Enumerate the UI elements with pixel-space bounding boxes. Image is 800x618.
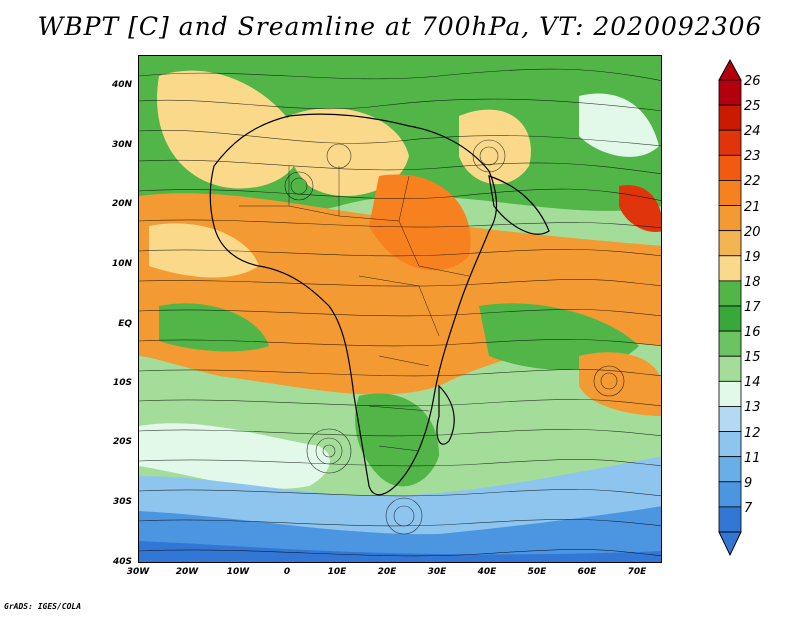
colorbar-label: 20 [744, 224, 761, 240]
colorbar-label: 9 [744, 475, 753, 491]
lat-label-30n: 30N [111, 140, 132, 150]
colorbar-cell [718, 180, 742, 206]
colorbar-label: 26 [744, 74, 761, 89]
lon-label-40e: 40E [477, 567, 497, 577]
colorbar-cell [718, 506, 742, 533]
colorbar-cell [718, 230, 742, 257]
lon-label-10e: 10E [327, 567, 347, 577]
sahara-tan-region [285, 108, 409, 196]
colorbar-cell [718, 280, 742, 307]
lat-label-40n: 40N [111, 80, 132, 90]
lon-label-20w: 20W [175, 567, 199, 577]
lon-label-30w: 30W [126, 567, 150, 577]
map-panel [138, 55, 662, 563]
colorbar-cell [718, 456, 742, 483]
colorbar-top-arrow [718, 58, 742, 81]
colorbar-label: 23 [744, 149, 761, 165]
grads-credit: GrADS: IGES/COLA [4, 602, 82, 611]
colorbar-label: 25 [744, 99, 761, 115]
colorbar-label: 11 [744, 450, 761, 466]
lon-label-30e: 30E [427, 567, 447, 577]
colorbar-cell [718, 205, 742, 232]
colorbar-label: 24 [744, 124, 761, 140]
southern-ocean-deep-blue [139, 541, 661, 562]
lon-label-10w: 10W [226, 567, 250, 577]
lat-label-20s: 20S [112, 437, 132, 447]
southern-africa-green-region [355, 393, 439, 487]
colorbar-label: 14 [744, 375, 761, 391]
colorbar-bottom-arrow [718, 531, 742, 557]
colorbar-cell [718, 406, 742, 432]
atlantic-tan-patch [149, 223, 259, 278]
colorbar-cell [718, 431, 742, 458]
colorbar-label: 21 [744, 199, 761, 215]
colorbar-cells [718, 79, 742, 533]
wbpt-field-map [139, 56, 661, 562]
colorbar-cell [718, 129, 742, 156]
lon-label-20e: 20E [377, 567, 397, 577]
colorbar-cell [718, 154, 742, 181]
colorbar-cell [718, 255, 742, 282]
colorbar-cell [718, 330, 742, 357]
arabian-sea-hot-spot [619, 185, 661, 232]
north-atlantic-tan-region [157, 70, 301, 189]
colorbar-cell [718, 79, 742, 106]
colorbar-cell [718, 481, 742, 508]
streamlines [139, 68, 661, 557]
coastlines [209, 113, 550, 496]
lat-label-20n: 20N [111, 199, 132, 209]
central-asia-pale-region [579, 93, 659, 157]
lon-label-50e: 50E [527, 567, 547, 577]
colorbar-cell [718, 380, 742, 407]
colorbar-label: 19 [744, 249, 761, 265]
lat-label-10s: 10S [112, 378, 132, 388]
lon-label-70e: 70E [627, 567, 647, 577]
colorbar-cell [718, 355, 742, 382]
colorbar-label: 7 [744, 500, 753, 516]
colorbar-label: 17 [744, 300, 761, 315]
lat-label-eq: EQ [118, 319, 132, 329]
colorbar-label: 13 [744, 400, 761, 416]
colorbar-cell [718, 305, 742, 332]
country-borders [239, 166, 470, 452]
lat-label-40s: 40S [112, 557, 132, 567]
atlantic-green-patch [159, 303, 269, 352]
map-title: WBPT [C] and Sreamline at 700hPa, VT: 20… [37, 12, 763, 41]
colorbar-label: 18 [744, 274, 761, 290]
lat-label-30s: 30S [112, 497, 132, 507]
colorbar-label: 15 [744, 350, 761, 366]
colorbar-label: 16 [744, 325, 761, 341]
lon-label-60e: 60E [577, 567, 597, 577]
lon-label-0: 0 [283, 567, 291, 577]
south-atlantic-pale-region [139, 423, 330, 489]
colorbar-cell [718, 104, 742, 131]
colorbar-label: 22 [744, 174, 761, 190]
lat-label-10n: 10N [111, 259, 132, 269]
colorbar-label: 12 [744, 425, 761, 441]
